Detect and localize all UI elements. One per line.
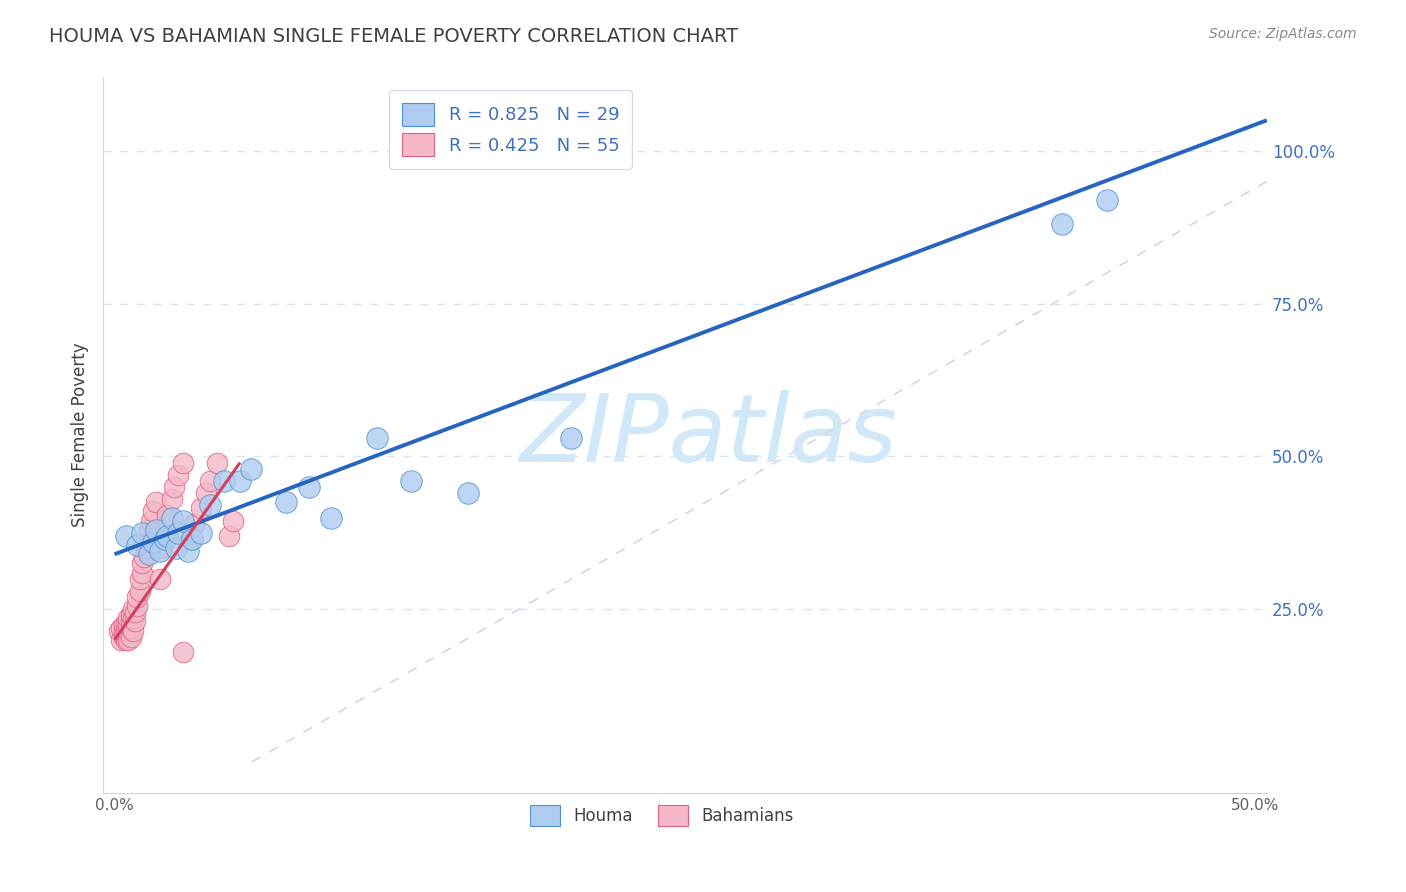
Point <box>321 510 343 524</box>
Point <box>120 615 142 629</box>
Point <box>112 617 135 632</box>
Point <box>124 615 146 629</box>
Point <box>152 541 174 556</box>
Point <box>167 467 190 482</box>
Point <box>212 474 235 488</box>
Point <box>127 599 149 614</box>
Point <box>115 632 138 647</box>
Point <box>149 572 172 586</box>
Point <box>127 538 149 552</box>
Point <box>240 461 263 475</box>
Point <box>172 456 194 470</box>
Point <box>115 617 138 632</box>
Point <box>138 535 160 549</box>
Point <box>127 590 149 604</box>
Point <box>156 508 179 522</box>
Point <box>142 535 165 549</box>
Point <box>1095 193 1118 207</box>
Point <box>172 645 194 659</box>
Point <box>117 624 139 638</box>
Text: HOUMA VS BAHAMIAN SINGLE FEMALE POVERTY CORRELATION CHART: HOUMA VS BAHAMIAN SINGLE FEMALE POVERTY … <box>49 27 738 45</box>
Point <box>190 525 212 540</box>
Point <box>112 630 135 644</box>
Point <box>167 525 190 540</box>
Point <box>142 504 165 518</box>
Point <box>190 501 212 516</box>
Point <box>165 541 187 556</box>
Point <box>200 499 222 513</box>
Point <box>110 632 132 647</box>
Point <box>120 608 142 623</box>
Point <box>160 510 183 524</box>
Point <box>117 617 139 632</box>
Point <box>176 544 198 558</box>
Point <box>229 474 252 488</box>
Point <box>160 492 183 507</box>
Point <box>138 547 160 561</box>
Point <box>153 523 176 537</box>
Point <box>131 525 153 540</box>
Point <box>274 495 297 509</box>
Point <box>115 529 138 543</box>
Point <box>172 514 194 528</box>
Point <box>135 541 157 556</box>
Point <box>110 621 132 635</box>
Point <box>200 474 222 488</box>
Text: Source: ZipAtlas.com: Source: ZipAtlas.com <box>1209 27 1357 41</box>
Point <box>124 605 146 619</box>
Point <box>121 611 143 625</box>
Point <box>115 626 138 640</box>
Point <box>115 630 138 644</box>
Point <box>117 611 139 625</box>
Point <box>179 532 201 546</box>
Legend: Houma, Bahamians: Houma, Bahamians <box>522 797 801 834</box>
Point <box>120 630 142 644</box>
Point <box>366 431 388 445</box>
Point <box>181 532 204 546</box>
Point <box>117 632 139 647</box>
Point <box>156 529 179 543</box>
Point <box>121 602 143 616</box>
Point <box>112 624 135 638</box>
Point <box>194 486 217 500</box>
Point <box>297 480 319 494</box>
Point <box>399 474 422 488</box>
Y-axis label: Single Female Poverty: Single Female Poverty <box>72 343 89 527</box>
Point <box>457 486 479 500</box>
Point <box>222 514 245 528</box>
Point <box>139 514 162 528</box>
Point <box>153 532 176 546</box>
Point <box>138 523 160 537</box>
Point <box>163 480 186 494</box>
Point <box>560 431 582 445</box>
Point <box>205 456 228 470</box>
Point <box>108 624 131 638</box>
Point <box>183 516 205 531</box>
Point <box>115 624 138 638</box>
Point <box>149 544 172 558</box>
Point <box>218 529 240 543</box>
Point <box>131 566 153 580</box>
Point <box>115 624 138 638</box>
Point <box>120 621 142 635</box>
Point <box>131 557 153 571</box>
Point <box>1050 217 1073 231</box>
Point <box>134 550 156 565</box>
Point <box>128 583 150 598</box>
Text: ZIPatlas: ZIPatlas <box>519 390 897 481</box>
Point <box>128 572 150 586</box>
Point <box>121 624 143 638</box>
Point <box>145 495 167 509</box>
Point <box>145 523 167 537</box>
